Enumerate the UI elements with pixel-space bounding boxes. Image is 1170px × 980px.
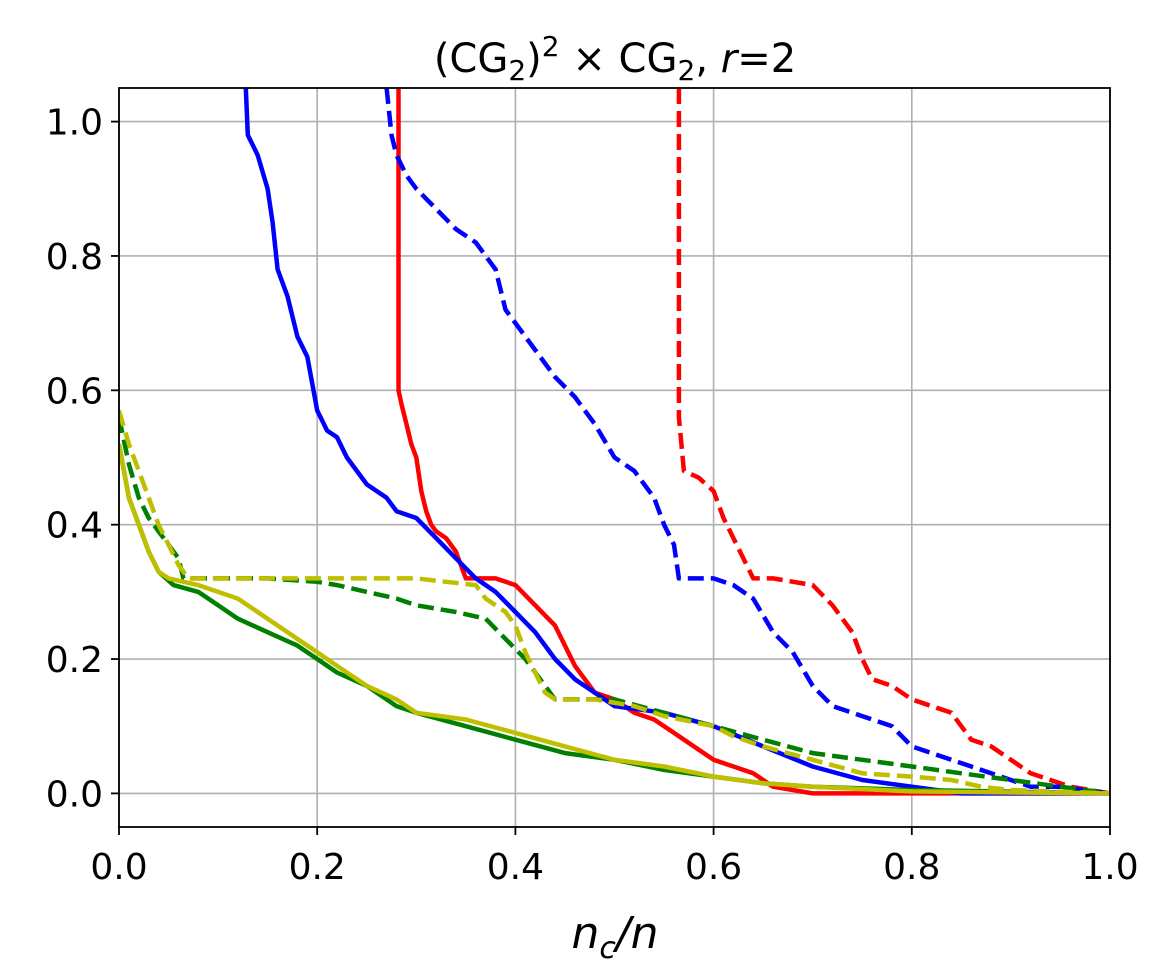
- x-tick-label-2: 0.4: [487, 847, 544, 888]
- x-tick-label-5: 1.0: [1081, 847, 1138, 888]
- x-tick-label-1: 0.2: [289, 847, 346, 888]
- series-lines: [119, 88, 1110, 796]
- x-tick-label-0: 0.0: [90, 847, 147, 888]
- y-tick-label-5: 1.0: [46, 103, 103, 144]
- chart-title: (CG2)2 × CG2, r=2: [434, 30, 796, 87]
- series-line-5: [119, 416, 1110, 796]
- x-tick-label-4: 0.8: [883, 847, 940, 888]
- series-line-3: [384, 88, 1110, 796]
- plot-frame: [118, 87, 1111, 828]
- y-tick-label-1: 0.2: [46, 640, 103, 681]
- x-axis-label: nc/n: [571, 908, 658, 966]
- series-line-0: [396, 88, 1110, 796]
- x-tick-label-3: 0.6: [685, 847, 742, 888]
- x-axis-ticks: 0.0 0.2 0.4 0.6 0.8 1.0: [90, 827, 1139, 888]
- series-line-7: [119, 409, 1110, 796]
- series-line-6: [119, 443, 1110, 796]
- y-tick-label-4: 0.8: [46, 237, 103, 278]
- series-line-1: [676, 88, 1110, 796]
- y-tick-label-0: 0.0: [46, 774, 103, 815]
- y-axis-ticks: 0.0 0.2 0.4 0.6 0.8 1.0: [46, 103, 119, 815]
- y-tick-label-2: 0.4: [46, 506, 103, 547]
- y-tick-label-3: 0.6: [46, 371, 103, 412]
